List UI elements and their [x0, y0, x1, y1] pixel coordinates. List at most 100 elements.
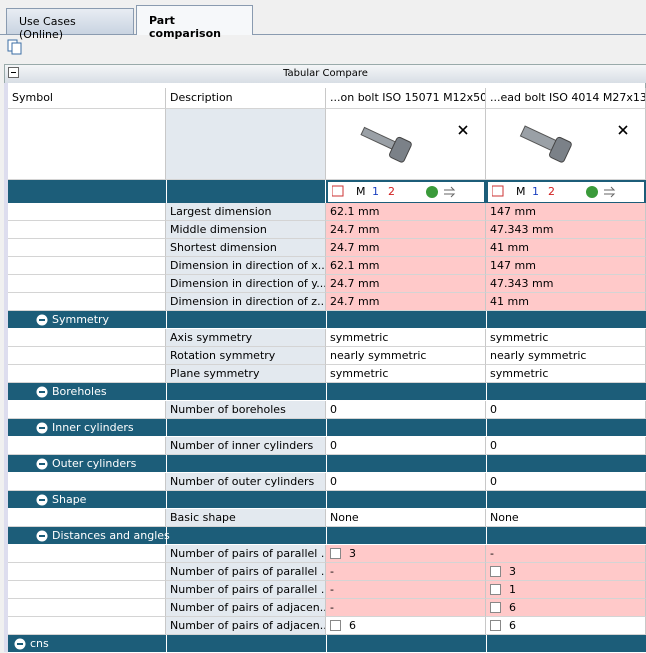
description-cell: Plane symmetry: [166, 365, 326, 383]
value-cell: None: [326, 509, 486, 527]
description-cell: Number of pairs of parallel ...: [166, 581, 326, 599]
tool-bar: [328, 182, 484, 202]
description-cell: Number of pairs of adjacen...: [166, 617, 326, 635]
symbol-cell: [8, 509, 166, 527]
symbol-cell: [8, 437, 166, 455]
tool-row-desc: [166, 180, 326, 204]
checkbox[interactable]: [490, 584, 501, 595]
description-cell: Axis symmetry: [166, 329, 326, 347]
checkbox[interactable]: [490, 566, 501, 577]
description-cell: Dimension in direction of z...: [166, 293, 326, 311]
tool-button[interactable]: 1: [372, 185, 379, 198]
value-cell: 147 mm: [486, 203, 646, 221]
value-cell: nearly symmetric: [486, 347, 646, 365]
symbol-cell: [8, 617, 166, 635]
checkbox[interactable]: [330, 620, 341, 631]
collapse-icon[interactable]: [36, 530, 48, 542]
collapse-icon[interactable]: [14, 638, 26, 650]
value-cell: 6: [326, 617, 486, 635]
section-row[interactable]: Symmetry: [8, 311, 646, 329]
symbol-cell: [8, 581, 166, 599]
value-cell: 24.7 mm: [326, 239, 486, 257]
symbol-cell: [8, 257, 166, 275]
tool-button[interactable]: M: [356, 185, 366, 198]
value-cell: None: [486, 509, 646, 527]
value-text: 6: [349, 619, 356, 632]
value-cell: 41 mm: [486, 239, 646, 257]
collapse-icon[interactable]: [36, 458, 48, 470]
symbol-cell: [8, 563, 166, 581]
tab-line: [0, 34, 646, 35]
description-cell: Number of pairs of parallel ...: [166, 563, 326, 581]
value-cell: nearly symmetric: [326, 347, 486, 365]
value-cell: 147 mm: [486, 257, 646, 275]
tool-button[interactable]: 1: [532, 185, 539, 198]
tool-bar: [488, 182, 644, 202]
column-header: ...ead bolt ISO 4014 M27x130: [486, 88, 646, 109]
value-cell: 24.7 mm: [326, 221, 486, 239]
description-cell: Number of pairs of parallel ...: [166, 545, 326, 563]
collapse-icon[interactable]: [36, 386, 48, 398]
value-cell: symmetric: [326, 365, 486, 383]
value-cell: 47.343 mm: [486, 221, 646, 239]
section-label: Boreholes: [52, 385, 107, 398]
value-cell: -: [486, 545, 646, 563]
section-row[interactable]: Outer cylinders: [8, 455, 646, 473]
section-row[interactable]: Shape: [8, 491, 646, 509]
value-text: 1: [509, 583, 516, 596]
value-cell: 6: [486, 599, 646, 617]
symbol-cell: [8, 401, 166, 419]
symbol-cell: [8, 329, 166, 347]
collapse-icon[interactable]: [8, 67, 20, 79]
collapse-icon[interactable]: [36, 494, 48, 506]
checkbox[interactable]: [490, 620, 501, 631]
value-cell: 3: [486, 563, 646, 581]
description-cell: Basic shape: [166, 509, 326, 527]
collapse-icon[interactable]: [36, 314, 48, 326]
value-cell: 24.7 mm: [326, 293, 486, 311]
symbol-cell: [8, 239, 166, 257]
description-cell: Shortest dimension: [166, 239, 326, 257]
part-image: [360, 125, 468, 163]
section-label: Outer cylinders: [52, 457, 137, 470]
symbol-cell: [8, 365, 166, 383]
value-cell: 0: [326, 437, 486, 455]
value-cell: symmetric: [486, 329, 646, 347]
description-cell: Number of pairs of adjacen...: [166, 599, 326, 617]
section-row[interactable]: Boreholes: [8, 383, 646, 401]
section-label: Symmetry: [52, 313, 110, 326]
value-cell: 62.1 mm: [326, 257, 486, 275]
section-row[interactable]: Distances and angles: [8, 527, 646, 545]
tab[interactable]: Use Cases (Online): [6, 8, 134, 41]
section-row[interactable]: cns: [8, 635, 646, 653]
description-cell: Number of inner cylinders: [166, 437, 326, 455]
checkbox[interactable]: [330, 548, 341, 559]
description-cell: Dimension in direction of y...: [166, 275, 326, 293]
tool-icons[interactable]: [332, 184, 482, 200]
tool-button[interactable]: 2: [548, 185, 555, 198]
gutter: [4, 83, 8, 652]
symbol-cell: [8, 293, 166, 311]
column-header: ...on bolt ISO 15071 M12x50-F: [326, 88, 486, 109]
value-cell: 0: [326, 473, 486, 491]
toolbar-icon[interactable]: [6, 38, 24, 56]
value-cell: symmetric: [326, 329, 486, 347]
value-text: 3: [349, 547, 356, 560]
description-cell: Rotation symmetry: [166, 347, 326, 365]
tool-button[interactable]: 2: [388, 185, 395, 198]
value-cell: 62.1 mm: [326, 203, 486, 221]
symbol-cell: [8, 545, 166, 563]
tab-active[interactable]: Part comparison: [136, 5, 253, 40]
symbol-cell: [8, 473, 166, 491]
section-row[interactable]: Inner cylinders: [8, 419, 646, 437]
checkbox[interactable]: [490, 602, 501, 613]
section-label: cns: [30, 637, 49, 650]
collapse-icon[interactable]: [36, 422, 48, 434]
tool-button[interactable]: M: [516, 185, 526, 198]
value-cell: -: [326, 563, 486, 581]
tool-icons[interactable]: [492, 184, 642, 200]
value-cell: 0: [486, 401, 646, 419]
symbol-cell: [8, 203, 166, 221]
part-image: [519, 125, 628, 163]
value-cell: 24.7 mm: [326, 275, 486, 293]
